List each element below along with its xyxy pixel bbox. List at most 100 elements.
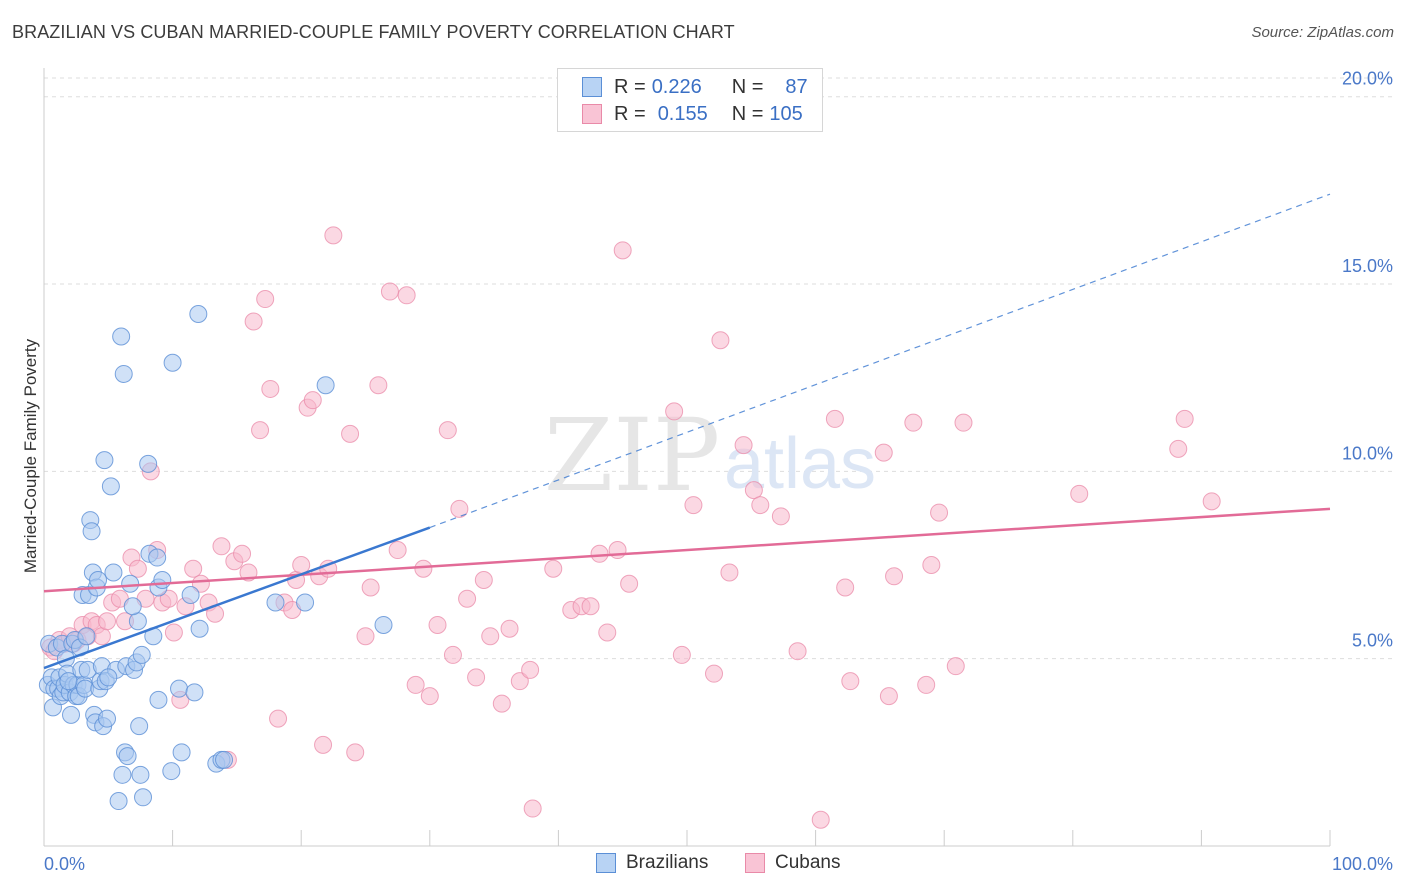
cubans-point — [92, 627, 111, 646]
cubans-point — [438, 421, 457, 440]
cubans-point — [261, 379, 280, 398]
cubans-point — [256, 290, 275, 309]
cubans-point — [510, 672, 529, 691]
brazilians-point — [148, 548, 167, 567]
legend-n-label: N = — [731, 75, 764, 98]
cubans-point — [428, 615, 447, 634]
brazilians-point — [296, 593, 315, 612]
legend-swatch-pink — [582, 104, 602, 124]
brazilians-point — [162, 762, 181, 781]
cubans-point — [672, 645, 691, 664]
tick-labels: 5.0% 10.0% 15.0% 20.0% 0.0% 100.0% — [44, 69, 1393, 874]
brazilians-point — [149, 690, 168, 709]
brazilians-swatch — [596, 853, 616, 873]
cubans-point — [414, 559, 433, 578]
cubans-point — [251, 421, 270, 440]
cubans-point — [467, 668, 486, 687]
brazilians-point — [109, 792, 128, 811]
watermark: ZIP atlas — [544, 397, 876, 514]
brazilians-trend-extension — [429, 193, 1331, 529]
cubans-point — [361, 578, 380, 597]
y-tick-label: 20.0% — [1342, 69, 1393, 89]
cubans-point — [369, 376, 388, 395]
chart-title: BRAZILIAN VS CUBAN MARRIED-COUPLE FAMILY… — [12, 22, 735, 42]
brazilians-point — [101, 477, 120, 496]
brazilians-point — [172, 743, 191, 762]
cubans-point — [356, 627, 375, 646]
y-axis-label: Married-Couple Family Poverty — [21, 338, 40, 573]
cubans-point — [665, 402, 684, 421]
cubans-point — [734, 436, 753, 455]
cubans-point — [443, 645, 462, 664]
trend-lines — [43, 193, 1331, 670]
brazilians-point — [121, 574, 140, 593]
cubans-point — [922, 556, 941, 575]
brazilians-point — [163, 353, 182, 372]
cubans-point — [184, 559, 203, 578]
brazilians-point — [185, 683, 204, 702]
chart-source: Source: ZipAtlas.com — [1251, 24, 1394, 41]
brazilians-point — [132, 645, 151, 664]
brazilians-point — [266, 593, 285, 612]
cubans-label: Cubans — [775, 852, 841, 873]
legend-r-label: R = — [614, 102, 646, 125]
brazilians-point — [99, 668, 118, 687]
brazilians-point — [114, 364, 133, 383]
cubans-point — [164, 623, 183, 642]
cubans-point — [388, 541, 407, 560]
cubans-point — [159, 589, 178, 608]
brazilians-point — [316, 376, 335, 395]
brazilians-point — [153, 571, 172, 590]
brazilians-point — [89, 571, 108, 590]
cubans-point — [314, 735, 333, 754]
brazilians-point — [118, 747, 137, 766]
legend-swatch-blue — [582, 77, 602, 97]
brazilians-label: Brazilians — [626, 852, 709, 873]
legend-row-brazilians: R = 0.226 N = 87 — [582, 74, 808, 100]
brazilians-point — [128, 612, 147, 631]
legend-item-cubans[interactable]: Cubans — [745, 852, 841, 874]
cubans-point — [744, 481, 763, 500]
cubans-point — [598, 623, 617, 642]
legend-r-label: R = — [614, 75, 646, 98]
brazilians-point — [113, 765, 132, 784]
cubans-point — [481, 627, 500, 646]
brazilians-trend-line — [43, 526, 431, 670]
cubans-point — [458, 589, 477, 608]
cubans-point — [521, 660, 540, 679]
brazilians-point — [77, 627, 96, 646]
brazilians-point — [130, 717, 149, 736]
brazilians-point — [59, 672, 78, 691]
cubans-point — [128, 559, 147, 578]
cubans-point — [1175, 409, 1194, 428]
cubans-point — [406, 675, 425, 694]
brazilians-point — [170, 679, 189, 698]
cubans-point — [544, 559, 563, 578]
cubans-point — [191, 574, 210, 593]
brazilians-point — [134, 788, 153, 807]
cubans-point — [303, 391, 322, 410]
cubans-point — [346, 743, 365, 762]
cubans-point — [420, 687, 439, 706]
cubans-point — [397, 286, 416, 305]
cubans-point — [613, 241, 632, 260]
cubans-point — [500, 619, 519, 638]
cubans-point — [946, 657, 965, 676]
cubans-point — [1169, 439, 1188, 458]
cubans-point — [620, 574, 639, 593]
cubans-point — [836, 578, 855, 597]
cubans-point — [811, 810, 830, 829]
cubans-point — [324, 226, 343, 245]
brazilians-point — [112, 327, 131, 346]
cubans-point — [269, 709, 288, 728]
y-tick-label: 15.0% — [1342, 256, 1393, 276]
y-tick-label: 5.0% — [1352, 631, 1393, 651]
legend-item-brazilians[interactable]: Brazilians — [596, 852, 708, 874]
cubans-point — [751, 496, 770, 515]
brazilians-point — [215, 750, 234, 769]
brazilians-point — [181, 585, 200, 604]
x-tick-label: 100.0% — [1332, 854, 1393, 874]
cubans-point — [1202, 492, 1221, 511]
legend-r-value: 0.155 — [657, 102, 708, 125]
